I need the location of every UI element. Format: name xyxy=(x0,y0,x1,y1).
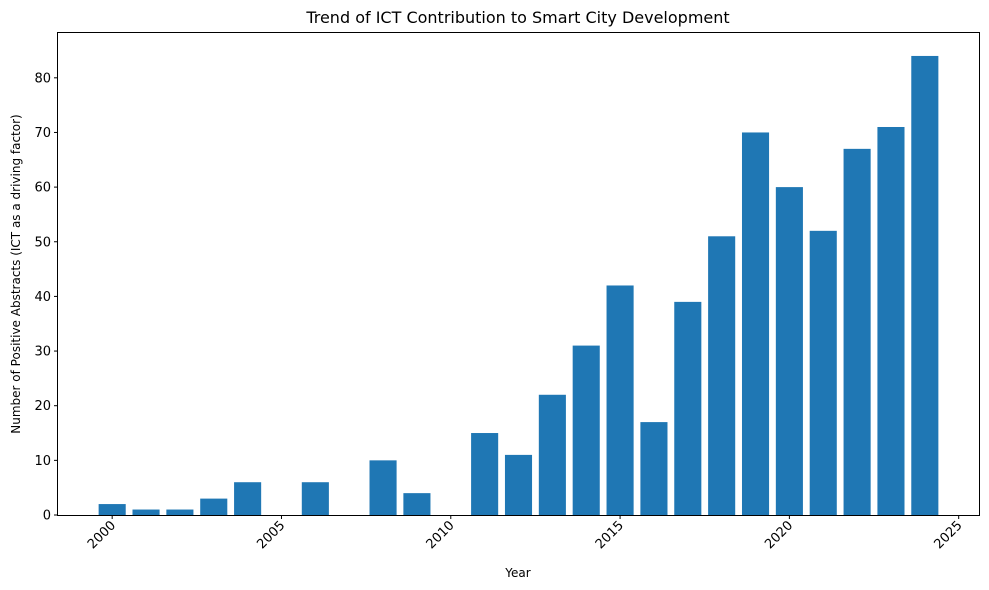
y-tick-label: 0 xyxy=(43,509,51,524)
y-tick-label: 60 xyxy=(34,181,51,196)
x-tick-label: 2020 xyxy=(762,518,796,552)
bar-2009 xyxy=(403,493,431,515)
y-axis: 0 10 20 30 40 50 60 70 80 xyxy=(34,71,58,524)
y-tick-label: 30 xyxy=(34,345,51,360)
y-tick-label: 40 xyxy=(34,290,51,305)
bar-2013 xyxy=(538,394,566,515)
y-tick-label: 80 xyxy=(34,71,51,86)
y-tick-label: 70 xyxy=(34,126,51,141)
x-tick-label: 2010 xyxy=(424,518,458,552)
bar-2014 xyxy=(572,345,600,515)
x-tick-label: 2005 xyxy=(254,518,288,552)
x-tick-label: 2025 xyxy=(932,518,966,552)
bar-2003 xyxy=(200,498,228,515)
x-tick-label: 2000 xyxy=(85,518,119,552)
bar-2019 xyxy=(741,132,770,515)
plot-area xyxy=(98,55,939,516)
bar-2018 xyxy=(708,236,736,515)
bar-2020 xyxy=(775,187,803,516)
bar-2021 xyxy=(809,230,837,515)
bar-2012 xyxy=(504,454,533,515)
x-axis: 2000 2005 2010 2015 2020 2025 xyxy=(85,515,966,552)
x-tick-label: 2015 xyxy=(593,518,627,552)
bar-2015 xyxy=(606,285,634,515)
bar-2023 xyxy=(877,126,905,515)
bar-2000 xyxy=(98,504,126,515)
bar-2011 xyxy=(471,433,499,515)
bar-2001 xyxy=(132,509,160,515)
x-axis-label: Year xyxy=(504,566,530,580)
bar-2006 xyxy=(301,482,329,515)
bar-2002 xyxy=(166,509,194,515)
bar-2004 xyxy=(234,482,262,515)
y-tick-label: 20 xyxy=(34,399,51,414)
bar-2024 xyxy=(911,55,939,515)
chart-title: Trend of ICT Contribution to Smart City … xyxy=(305,8,729,27)
y-tick-label: 10 xyxy=(34,454,51,469)
bar-2016 xyxy=(640,422,668,515)
bar-2017 xyxy=(674,301,702,515)
plot-frame xyxy=(57,32,980,516)
bar-2008 xyxy=(369,460,397,515)
y-tick-label: 50 xyxy=(34,235,51,250)
y-axis-label: Number of Positive Abstracts (ICT as a d… xyxy=(9,114,23,433)
bar-2022 xyxy=(843,148,871,516)
